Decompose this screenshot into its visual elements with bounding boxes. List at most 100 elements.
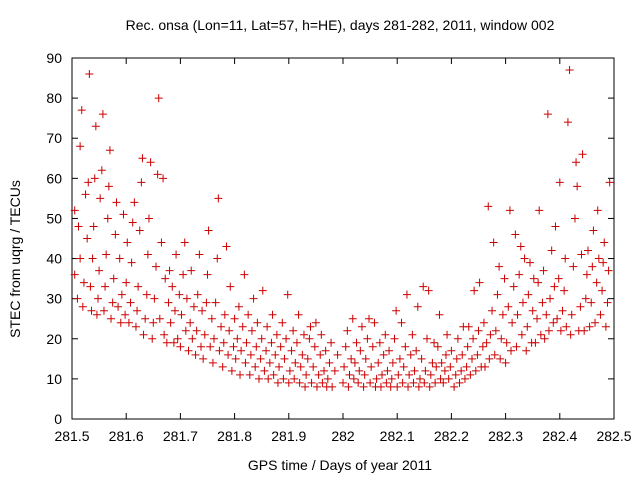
data-point bbox=[485, 354, 494, 363]
data-point bbox=[482, 338, 491, 347]
data-point bbox=[224, 350, 233, 359]
data-point bbox=[252, 342, 261, 351]
data-point bbox=[170, 306, 179, 315]
data-point bbox=[303, 354, 312, 363]
data-point bbox=[278, 318, 287, 327]
data-point bbox=[347, 354, 356, 363]
data-point bbox=[469, 334, 478, 343]
data-point bbox=[425, 382, 434, 391]
data-point bbox=[591, 318, 600, 327]
data-point bbox=[187, 266, 196, 275]
data-point bbox=[583, 246, 592, 255]
data-point bbox=[528, 306, 537, 315]
data-point bbox=[103, 214, 112, 223]
data-point bbox=[475, 278, 484, 287]
data-point bbox=[299, 330, 308, 339]
data-point bbox=[599, 258, 608, 267]
data-point bbox=[74, 222, 83, 231]
x-tick-label: 281.8 bbox=[217, 428, 252, 444]
data-point bbox=[517, 330, 526, 339]
data-point bbox=[152, 262, 161, 271]
data-point bbox=[142, 290, 151, 299]
data-point bbox=[340, 362, 349, 371]
data-point bbox=[275, 362, 284, 371]
data-point bbox=[404, 382, 413, 391]
x-tick-label: 282.4 bbox=[542, 428, 577, 444]
y-tick-label: 50 bbox=[46, 210, 62, 226]
data-point bbox=[134, 282, 143, 291]
data-point bbox=[458, 350, 467, 359]
data-point bbox=[135, 226, 144, 235]
data-point bbox=[605, 178, 614, 187]
data-point bbox=[576, 302, 585, 311]
data-point bbox=[155, 314, 164, 323]
data-point bbox=[512, 342, 521, 351]
x-tick-label: 282 bbox=[331, 428, 355, 444]
data-point bbox=[70, 270, 79, 279]
data-point bbox=[486, 330, 495, 339]
data-point bbox=[417, 354, 426, 363]
data-point bbox=[412, 346, 421, 355]
y-tick-label: 10 bbox=[46, 371, 62, 387]
data-point bbox=[184, 346, 193, 355]
data-point bbox=[399, 362, 408, 371]
data-point bbox=[479, 318, 488, 327]
data-point bbox=[547, 246, 556, 255]
y-tick-label: 90 bbox=[46, 50, 62, 66]
y-axis-title: STEC from uqrg / TECUs bbox=[7, 180, 23, 338]
data-point bbox=[398, 378, 407, 387]
data-point bbox=[426, 370, 435, 379]
data-point bbox=[290, 374, 299, 383]
data-point bbox=[566, 330, 575, 339]
data-point bbox=[491, 326, 500, 335]
data-point bbox=[393, 382, 402, 391]
data-point bbox=[549, 318, 558, 327]
data-point bbox=[453, 334, 462, 343]
data-point bbox=[153, 170, 162, 179]
data-point bbox=[587, 298, 596, 307]
data-point bbox=[127, 258, 136, 267]
data-point bbox=[383, 366, 392, 375]
data-point bbox=[355, 366, 364, 375]
data-point bbox=[83, 234, 92, 243]
data-point bbox=[269, 370, 278, 379]
data-point bbox=[392, 306, 401, 315]
data-point bbox=[349, 374, 358, 383]
data-point bbox=[539, 266, 548, 275]
data-point bbox=[361, 354, 370, 363]
data-point bbox=[419, 282, 428, 291]
data-point bbox=[91, 122, 100, 131]
data-point bbox=[181, 326, 190, 335]
data-point bbox=[598, 286, 607, 295]
data-point bbox=[126, 298, 135, 307]
data-point bbox=[339, 378, 347, 387]
data-point bbox=[76, 142, 85, 151]
data-point bbox=[202, 298, 211, 307]
data-point bbox=[431, 378, 440, 387]
data-point bbox=[542, 310, 551, 319]
data-point bbox=[323, 374, 332, 383]
data-point bbox=[467, 354, 476, 363]
data-point bbox=[159, 174, 168, 183]
data-point bbox=[333, 350, 342, 359]
data-point bbox=[409, 378, 418, 387]
data-point bbox=[600, 238, 609, 247]
data-point bbox=[444, 374, 453, 383]
data-point bbox=[149, 318, 158, 327]
data-point bbox=[451, 370, 460, 379]
data-point bbox=[325, 358, 334, 367]
x-tick-label: 281.9 bbox=[271, 428, 306, 444]
data-point bbox=[234, 302, 243, 311]
data-point bbox=[85, 70, 94, 79]
data-point bbox=[97, 166, 106, 175]
data-point bbox=[256, 354, 265, 363]
data-point bbox=[89, 222, 98, 231]
data-point bbox=[413, 302, 422, 311]
data-point bbox=[307, 378, 316, 387]
data-point bbox=[204, 226, 213, 235]
data-point bbox=[305, 334, 314, 343]
data-point bbox=[565, 66, 574, 75]
data-point bbox=[213, 254, 222, 263]
data-point bbox=[387, 374, 396, 383]
data-point bbox=[515, 270, 524, 279]
